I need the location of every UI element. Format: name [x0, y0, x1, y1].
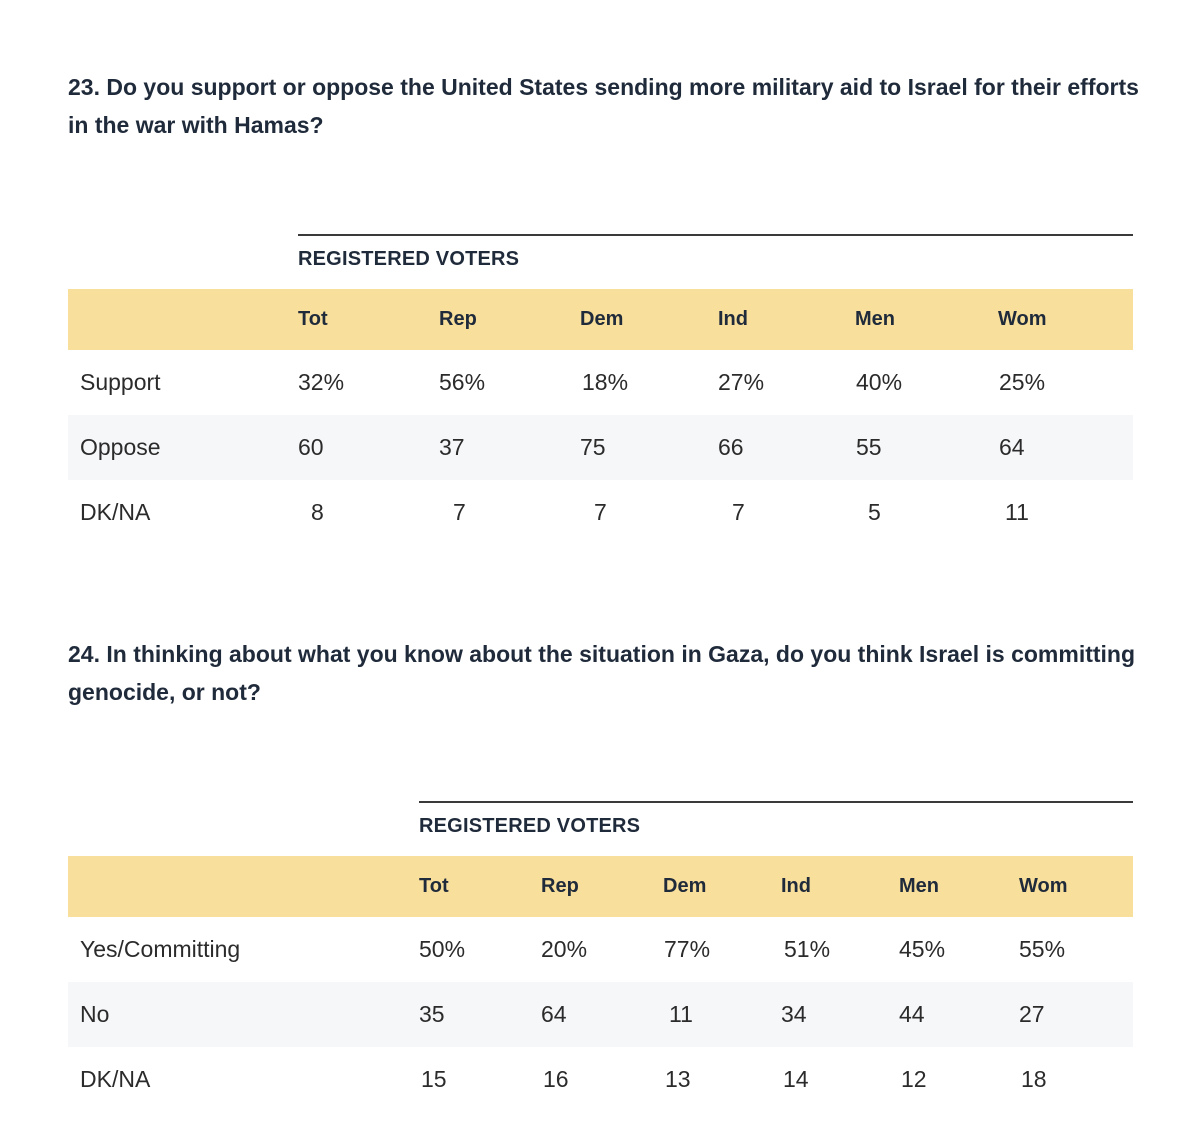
- cell-wom: 18: [1021, 1066, 1047, 1092]
- cell-ind: 34: [781, 1001, 807, 1027]
- col-header-men: Men: [855, 308, 895, 330]
- row-label: DK/NA: [80, 499, 151, 525]
- col-header-men: Men: [899, 875, 939, 897]
- cell-wom: 64: [999, 434, 1025, 460]
- cell-wom: 27: [1019, 1001, 1045, 1027]
- table-row: DK/NA 15 16 13 14 12 18: [68, 1047, 1133, 1112]
- row-label: Support: [80, 369, 161, 395]
- col-header-wom: Wom: [998, 308, 1047, 330]
- cell-men: 5: [868, 499, 881, 525]
- group-label: REGISTERED VOTERS: [298, 248, 520, 270]
- cell-ind: 27%: [718, 369, 765, 395]
- col-header-dem: Dem: [663, 875, 707, 897]
- table-row: Yes/Committing 50% 20% 77% 51% 45% 55%: [68, 917, 1133, 982]
- cell-dem: 11: [669, 1001, 693, 1027]
- column-header-band: Tot Rep Dem Ind Men Wom: [68, 289, 1133, 350]
- table-row: Oppose 60 37 75 66 55 64: [68, 415, 1133, 480]
- cell-rep: 16: [543, 1066, 569, 1092]
- col-header-ind: Ind: [781, 875, 811, 897]
- question-24-text: 24. In thinking about what you know abou…: [68, 641, 1136, 705]
- cell-men: 44: [899, 1001, 925, 1027]
- question-23-text: 23. Do you support or oppose the United …: [68, 74, 1139, 138]
- col-header-wom: Wom: [1019, 875, 1068, 897]
- cell-wom: 55%: [1019, 936, 1066, 962]
- table-top-rule: [419, 801, 1133, 803]
- cell-rep: 64: [541, 1001, 567, 1027]
- row-label: DK/NA: [80, 1066, 151, 1092]
- col-header-tot: Tot: [298, 308, 328, 330]
- cell-ind: 7: [732, 499, 745, 525]
- cell-tot: 32%: [298, 369, 345, 395]
- col-header-dem: Dem: [580, 308, 624, 330]
- col-header-ind: Ind: [718, 308, 748, 330]
- table-row: No 35 64 11 34 44 27: [68, 982, 1133, 1047]
- cell-rep: 7: [453, 499, 466, 525]
- cell-wom: 11: [1005, 499, 1029, 525]
- group-label: REGISTERED VOTERS: [419, 815, 641, 837]
- table-row: DK/NA 8 7 7 7 5 11: [68, 480, 1133, 545]
- row-label: No: [80, 1001, 110, 1027]
- cell-dem: 75: [580, 434, 606, 460]
- cell-rep: 20%: [541, 936, 588, 962]
- cell-men: 12: [901, 1066, 927, 1092]
- row-label: Oppose: [80, 434, 161, 460]
- cell-tot: 60: [298, 434, 324, 460]
- cell-tot: 8: [311, 499, 324, 525]
- cell-ind: 14: [783, 1066, 809, 1092]
- cell-wom: 25%: [999, 369, 1046, 395]
- cell-ind: 51%: [784, 936, 831, 962]
- col-header-tot: Tot: [419, 875, 449, 897]
- col-header-rep: Rep: [439, 308, 477, 330]
- cell-dem: 77%: [664, 936, 711, 962]
- col-header-rep: Rep: [541, 875, 579, 897]
- cell-ind: 66: [718, 434, 744, 460]
- cell-men: 40%: [856, 369, 903, 395]
- cell-tot: 35: [419, 1001, 445, 1027]
- cell-tot: 15: [421, 1066, 447, 1092]
- cell-rep: 56%: [439, 369, 486, 395]
- cell-dem: 7: [594, 499, 607, 525]
- cell-rep: 37: [439, 434, 465, 460]
- cell-dem: 13: [665, 1066, 691, 1092]
- cell-men: 55: [856, 434, 882, 460]
- column-header-band: Tot Rep Dem Ind Men Wom: [68, 856, 1133, 917]
- table-row: Support 32% 56% 18% 27% 40% 25%: [68, 350, 1133, 415]
- cell-tot: 50%: [419, 936, 466, 962]
- cell-dem: 18%: [582, 369, 629, 395]
- table-top-rule: [298, 234, 1133, 236]
- cell-men: 45%: [899, 936, 946, 962]
- row-label: Yes/Committing: [80, 936, 241, 962]
